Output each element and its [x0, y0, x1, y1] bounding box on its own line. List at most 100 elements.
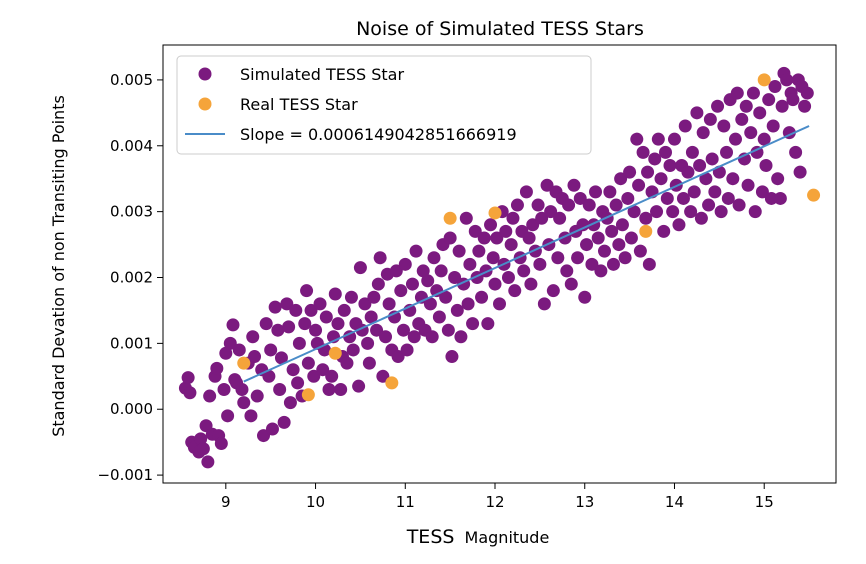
simulated-point: [309, 323, 323, 337]
simulated-point: [461, 297, 475, 311]
fit-series: [243, 125, 810, 383]
simulated-point: [641, 165, 655, 179]
simulated-point: [352, 379, 366, 393]
simulated-point: [768, 79, 782, 93]
simulated-point: [472, 244, 486, 258]
simulated-point: [693, 159, 707, 173]
simulated-point: [250, 389, 264, 403]
simulated-point: [268, 300, 282, 314]
simulated-point: [589, 185, 603, 199]
simulated-point: [400, 343, 414, 357]
simulated-point: [526, 218, 540, 232]
simulated-point: [531, 198, 545, 212]
x-tick-label: 12: [485, 493, 504, 511]
simulated-point: [301, 356, 315, 370]
simulated-point: [762, 93, 776, 107]
simulated-point: [623, 165, 637, 179]
simulated-point: [183, 386, 197, 400]
simulated-point: [605, 224, 619, 238]
simulated-point: [235, 382, 249, 396]
simulated-point: [506, 211, 520, 225]
simulated-point: [353, 261, 367, 275]
simulated-point: [627, 205, 641, 219]
simulated-point: [562, 198, 576, 212]
simulated-point: [614, 172, 628, 186]
simulated-point: [364, 310, 378, 324]
simulated-point: [340, 356, 354, 370]
simulated-point: [621, 191, 635, 205]
legend: Simulated TESS Star Real TESS Star Slope…: [176, 55, 592, 155]
simulated-point: [630, 132, 644, 146]
simulated-point: [632, 178, 646, 192]
simulated-point: [667, 132, 681, 146]
simulated-point: [237, 396, 251, 410]
simulated-point: [331, 317, 345, 331]
simulated-point: [612, 238, 626, 252]
simulated-point: [223, 336, 237, 350]
simulated-point: [684, 205, 698, 219]
simulated-point: [717, 119, 731, 133]
simulated-point: [459, 211, 473, 225]
simulated-point: [452, 244, 466, 258]
simulated-point: [376, 369, 390, 383]
simulated-point: [344, 290, 358, 304]
simulated-point: [300, 284, 314, 298]
simulated-point: [388, 310, 402, 324]
simulated-point: [522, 231, 536, 245]
simulated-point: [416, 264, 430, 278]
fit-line: [243, 125, 810, 383]
simulated-point: [800, 86, 814, 100]
simulated-point: [361, 336, 375, 350]
simulated-point: [448, 271, 462, 285]
simulated-point: [407, 330, 421, 344]
simulated-point: [203, 389, 217, 403]
real-point: [488, 206, 502, 220]
simulated-point: [537, 297, 551, 311]
simulated-point: [322, 382, 336, 396]
simulated-point: [358, 297, 372, 311]
simulated-point: [585, 257, 599, 271]
simulated-point: [499, 224, 513, 238]
simulated-point: [265, 422, 279, 436]
simulated-point: [273, 382, 287, 396]
simulated-point: [486, 251, 500, 265]
simulated-point: [615, 218, 629, 232]
x-axis-label-main: TESS: [406, 526, 455, 548]
simulated-point: [560, 264, 574, 278]
simulated-point: [316, 363, 330, 377]
simulated-point: [477, 231, 491, 245]
simulated-point: [786, 93, 800, 107]
simulated-point: [244, 409, 258, 423]
legend-real-marker: [198, 97, 212, 111]
simulated-point: [517, 264, 531, 278]
real-point: [385, 376, 399, 390]
simulated-point: [789, 145, 803, 159]
simulated-point: [650, 205, 664, 219]
simulated-point: [687, 185, 701, 199]
simulated-point: [780, 73, 794, 87]
simulated-point: [633, 244, 647, 258]
x-tick-label: 10: [306, 493, 325, 511]
y-tick-label: 0.001: [110, 334, 153, 352]
simulated-point: [391, 350, 405, 364]
simulated-point: [264, 343, 278, 357]
simulated-point: [313, 297, 327, 311]
simulated-point: [642, 257, 656, 271]
simulated-point: [488, 277, 502, 291]
simulated-point: [578, 290, 592, 304]
simulated-point: [551, 251, 565, 265]
simulated-point: [217, 382, 231, 396]
simulated-point: [214, 436, 228, 450]
y-tick-label: 0.004: [110, 137, 153, 155]
simulated-point: [196, 442, 210, 456]
simulated-point: [304, 303, 318, 317]
plot-frame: [162, 44, 837, 484]
real-point: [757, 73, 771, 87]
simulated-point: [328, 287, 342, 301]
simulated-point: [319, 310, 333, 324]
simulated-point: [702, 198, 716, 212]
simulated-point: [210, 361, 224, 375]
simulated-point: [580, 238, 594, 252]
simulated-point: [657, 224, 671, 238]
